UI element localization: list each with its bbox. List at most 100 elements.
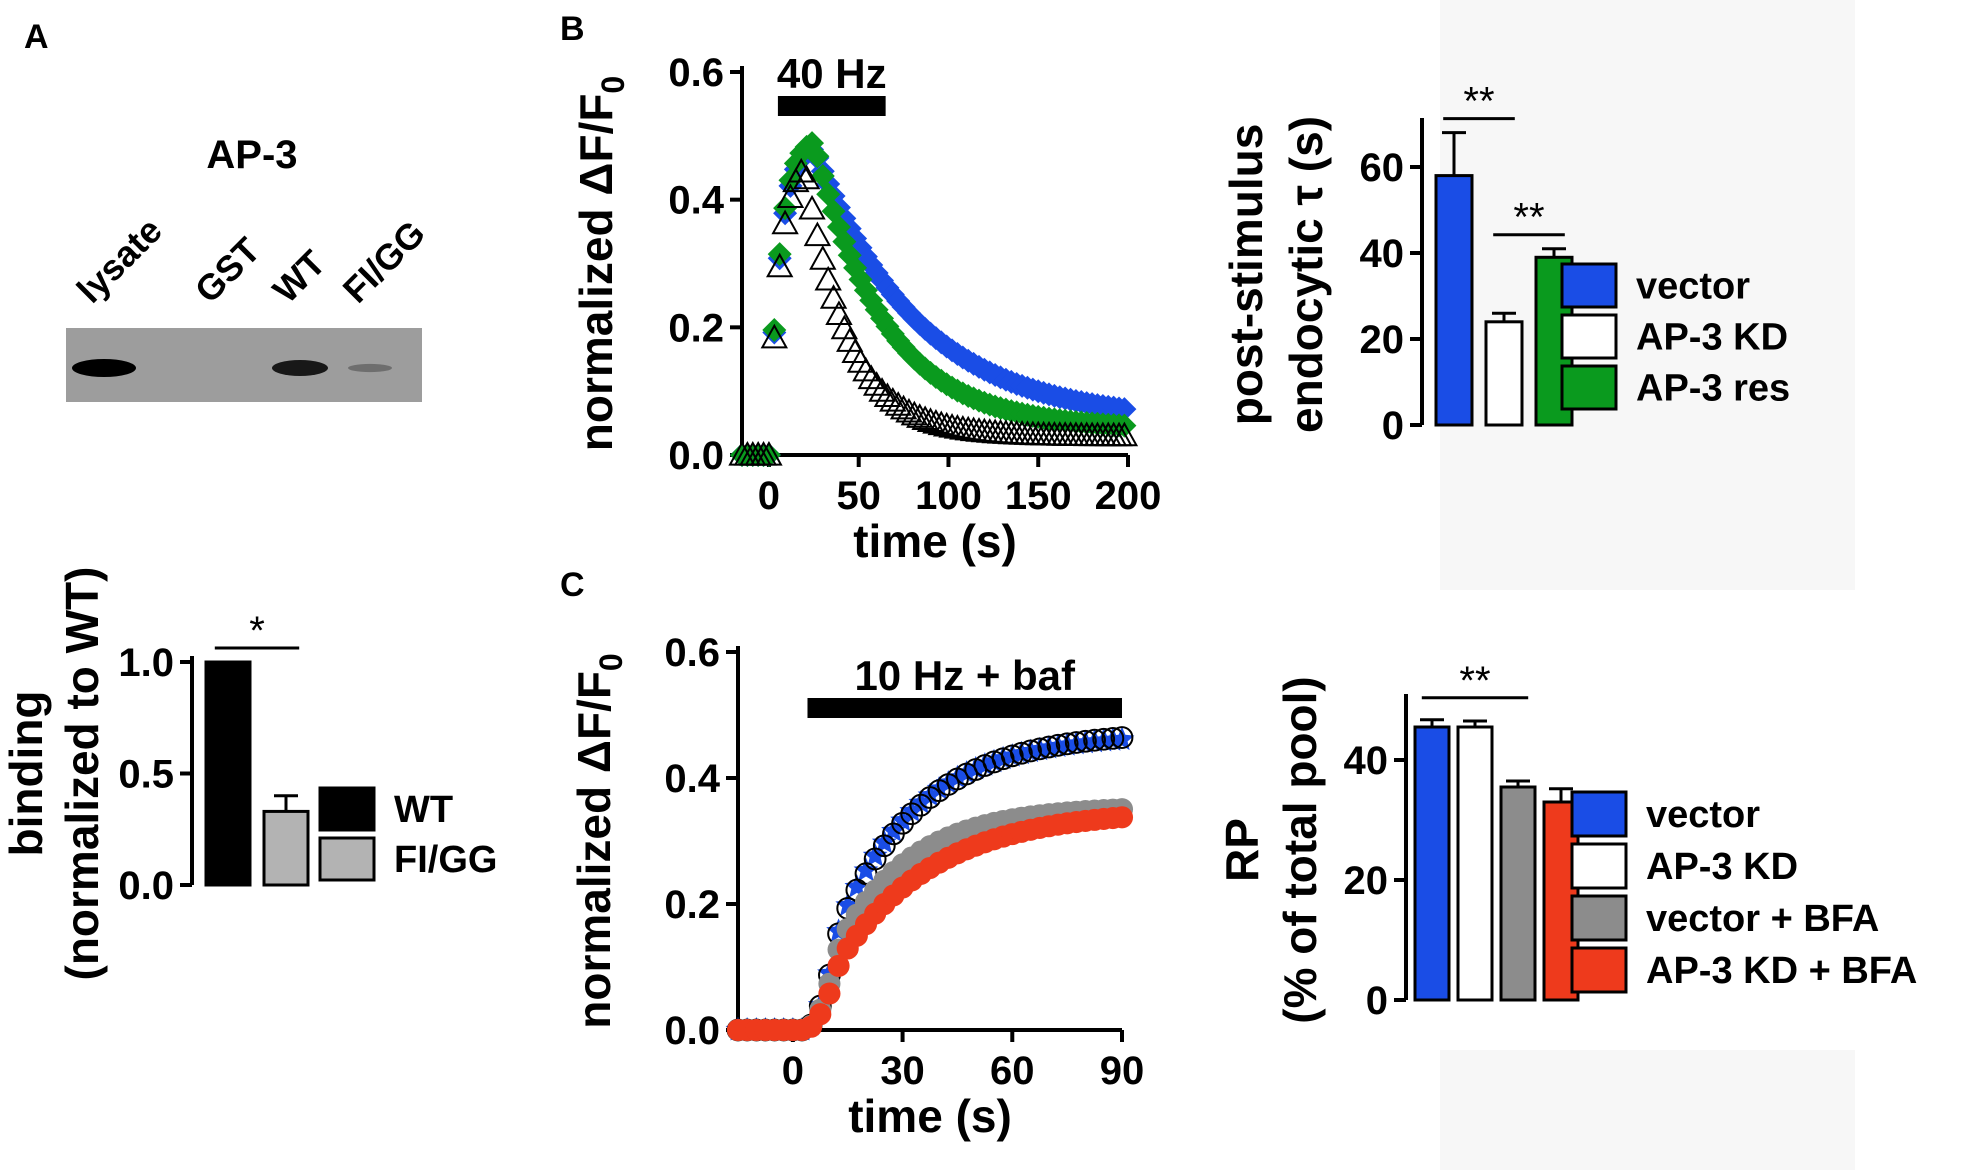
x-tick-label: 30 [880, 1049, 925, 1093]
data-point [762, 317, 787, 342]
legend-swatch [1570, 946, 1628, 994]
bg-panel-bottom [1440, 1050, 1855, 1170]
data-point [771, 209, 799, 235]
panel-label-c: C [560, 566, 585, 604]
x-tick-label: 50 [836, 474, 881, 518]
legend-swatch [1570, 894, 1628, 942]
data-point [900, 802, 924, 826]
series-ap-3-kd [728, 157, 1139, 466]
data-point [895, 397, 923, 423]
data-point [809, 1003, 832, 1026]
data-point [776, 183, 805, 209]
data-point [889, 394, 918, 420]
y-axis-label: normalized ΔF/F0 [570, 76, 631, 451]
stim-40hz-time-course: 0.0 0.2 0.4 0.6 0 50 100 150 200 time (s) normaliz… [570, 50, 1161, 567]
significance-label: ** [1513, 196, 1544, 240]
blot-band [348, 363, 392, 373]
blot-bands [72, 359, 392, 377]
y-tick-label: 0.2 [664, 883, 720, 927]
x-tick-label: 60 [990, 1049, 1035, 1093]
bar [1456, 725, 1494, 1002]
bg-panel-top [1440, 0, 1855, 590]
bar [1499, 785, 1537, 1002]
panel-label-b: B [560, 10, 585, 48]
data-point [814, 265, 842, 291]
y-axis-label-2: endocytic τ (s) [1280, 116, 1332, 433]
stimulus-label: 10 Hz + baf [854, 652, 1076, 699]
y-axis-label: post-stimulus [1220, 124, 1272, 426]
blot-lane-label: GST [187, 229, 268, 310]
data-point [1000, 744, 1024, 768]
y-tick-label: 0 [1382, 404, 1404, 448]
y-tick-label: 0.5 [118, 753, 174, 797]
blot-band [272, 360, 328, 376]
significance-label: ** [1463, 80, 1494, 124]
y-axis-label: normalized ΔF/F0 [568, 653, 629, 1028]
data-point [1055, 732, 1079, 756]
legend-swatch [1560, 364, 1618, 411]
y-axis-label-sub: 0 [595, 76, 631, 94]
x-axis-label: time (s) [853, 515, 1017, 567]
data-point [862, 371, 891, 396]
blot-lane-label: lysate [69, 209, 170, 310]
data-point [1101, 726, 1125, 750]
legend-swatch [318, 836, 376, 882]
legend-label: AP-3 KD + BFA [1646, 950, 1917, 992]
stimulus-label: 40 Hz [777, 50, 887, 97]
data-point [900, 400, 929, 426]
data-point [1092, 727, 1116, 751]
binding-bar-chart: 0.0 0.5 1.0 * binding (normalized to WT) WT FI/… [0, 567, 497, 981]
data-point [819, 284, 848, 309]
data-point [766, 252, 794, 278]
series-vector [725, 726, 1135, 1041]
legend-label: vector [1636, 266, 1750, 308]
data-point [810, 163, 835, 188]
blot-title: AP-3 [206, 133, 297, 177]
y-tick-label: 60 [1360, 146, 1405, 190]
legend-label: vector [1646, 794, 1760, 836]
series-vector-bfa [726, 798, 1134, 1042]
bar [262, 809, 310, 887]
data-point [872, 834, 896, 858]
data-point [1037, 735, 1061, 759]
y-tick-label: 1.0 [118, 641, 174, 685]
y-tick-label: 20 [1344, 859, 1389, 903]
bar [204, 660, 252, 887]
data-point [873, 382, 902, 408]
data-point [755, 440, 783, 466]
x-tick-label: 90 [1100, 1049, 1145, 1093]
legend-label: FI/GG [394, 839, 497, 881]
y-tick-label: 0.0 [664, 1009, 720, 1053]
y-tick-label: 40 [1344, 739, 1389, 783]
data-point [879, 386, 907, 412]
y-axis-label: RP [1216, 818, 1268, 882]
y-tick-label: 0.4 [664, 757, 720, 801]
data-point [1109, 726, 1135, 751]
data-point [760, 323, 789, 349]
legend-swatch [1570, 790, 1628, 838]
y-tick-label: 0.2 [668, 306, 724, 350]
y-tick-label: 0 [1366, 979, 1388, 1023]
data-point [862, 842, 888, 867]
data-point [884, 391, 912, 416]
data-point [825, 300, 853, 325]
data-point [1010, 741, 1033, 765]
legend-swatch [1560, 313, 1618, 360]
y-axis-label: binding [0, 690, 52, 856]
y-tick-label: 0.6 [664, 631, 720, 675]
data-point [792, 164, 821, 190]
bar [1413, 725, 1451, 1002]
blot-band [72, 359, 136, 377]
data-point [1110, 806, 1134, 829]
data-point [803, 221, 832, 247]
data-point [773, 196, 798, 221]
legend-label: AP-3 KD [1636, 317, 1788, 359]
legend-swatch [1560, 262, 1618, 309]
x-tick-label: 150 [1005, 474, 1072, 518]
legend-label: WT [394, 789, 453, 831]
legend-label: vector + BFA [1646, 898, 1879, 940]
data-point [798, 194, 826, 220]
